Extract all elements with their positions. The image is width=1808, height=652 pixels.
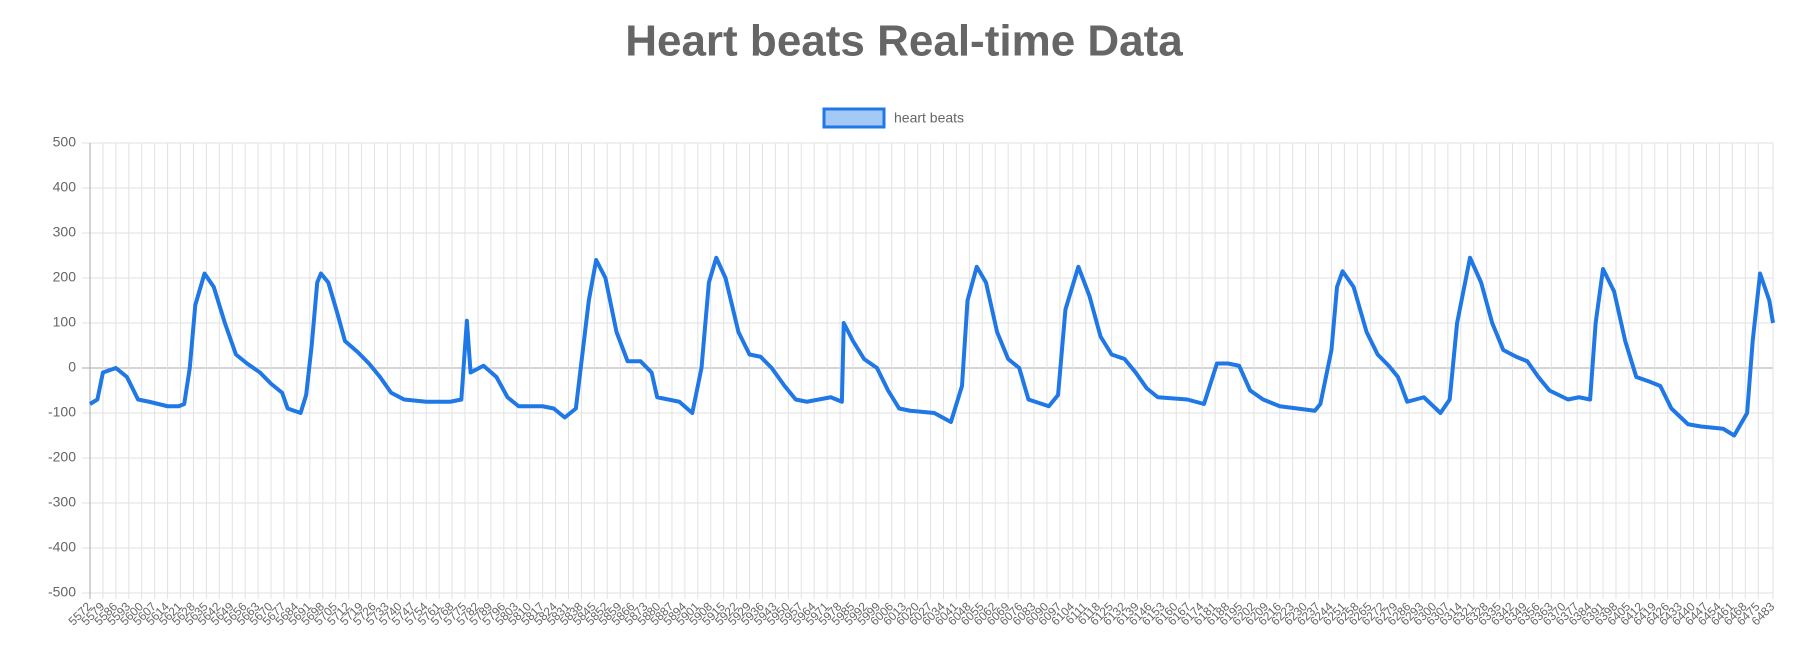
y-tick-label: 100 — [53, 314, 77, 330]
y-tick-label: 400 — [53, 179, 77, 195]
legend-swatch — [822, 107, 886, 129]
y-tick-label: -100 — [48, 404, 76, 420]
data-line — [88, 255, 1775, 438]
y-tick-label: -500 — [48, 584, 76, 600]
legend-label: heart beats — [894, 110, 964, 126]
y-tick-label: 500 — [53, 134, 77, 150]
y-tick-label: 300 — [53, 224, 77, 240]
y-tick-label: -300 — [48, 494, 76, 510]
y-tick-label: 200 — [53, 269, 77, 285]
legend-swatch-border — [822, 107, 886, 129]
chart-title: Heart beats Real-time Data — [625, 17, 1183, 66]
y-tick-label: 0 — [68, 359, 76, 375]
y-tick-label: -400 — [48, 539, 76, 555]
y-tick-label: -200 — [48, 449, 76, 465]
